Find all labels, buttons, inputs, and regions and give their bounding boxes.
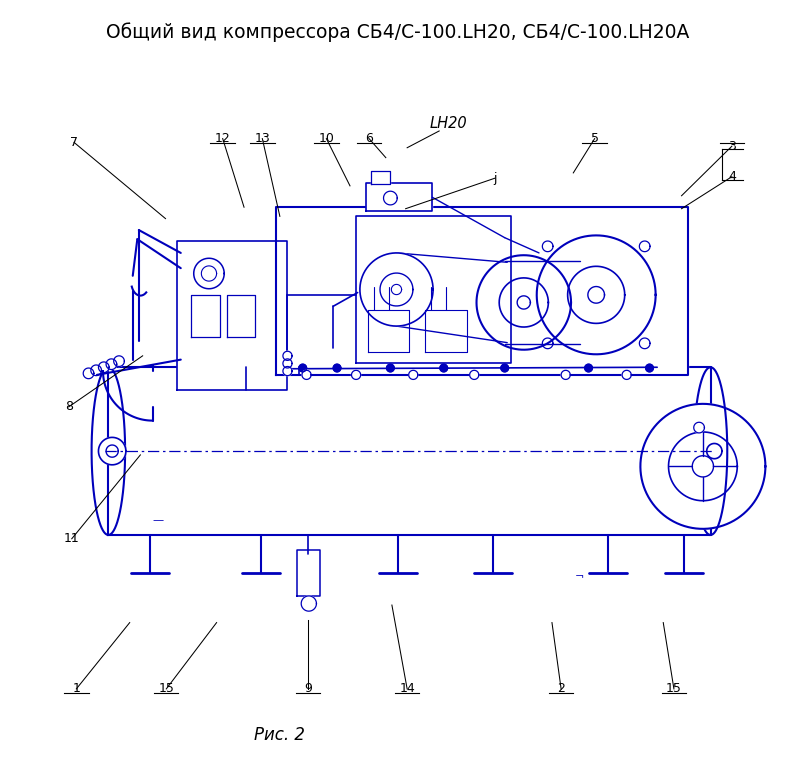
Polygon shape bbox=[283, 359, 292, 368]
Polygon shape bbox=[360, 253, 433, 326]
Polygon shape bbox=[298, 550, 320, 596]
Text: 7: 7 bbox=[70, 136, 78, 149]
Polygon shape bbox=[408, 370, 418, 379]
Text: 8: 8 bbox=[64, 400, 72, 413]
Text: 15: 15 bbox=[158, 682, 174, 695]
Text: ¬: ¬ bbox=[575, 572, 584, 582]
Text: 11: 11 bbox=[64, 532, 80, 545]
Text: 5: 5 bbox=[591, 132, 599, 145]
Polygon shape bbox=[352, 370, 361, 379]
Polygon shape bbox=[542, 241, 553, 252]
Polygon shape bbox=[537, 236, 656, 354]
Text: 10: 10 bbox=[318, 132, 334, 145]
Polygon shape bbox=[99, 362, 109, 373]
Text: 14: 14 bbox=[400, 682, 415, 695]
Polygon shape bbox=[91, 365, 102, 376]
Text: 3: 3 bbox=[728, 140, 736, 153]
Polygon shape bbox=[387, 364, 394, 372]
Polygon shape bbox=[108, 367, 711, 535]
Polygon shape bbox=[477, 256, 571, 350]
Polygon shape bbox=[384, 191, 397, 205]
Polygon shape bbox=[366, 183, 432, 211]
Text: 12: 12 bbox=[215, 132, 231, 145]
Polygon shape bbox=[622, 370, 631, 379]
Polygon shape bbox=[84, 368, 94, 379]
Polygon shape bbox=[646, 364, 654, 372]
Polygon shape bbox=[227, 295, 256, 337]
Text: 15: 15 bbox=[666, 682, 682, 695]
Polygon shape bbox=[440, 364, 447, 372]
Polygon shape bbox=[299, 364, 306, 372]
Polygon shape bbox=[707, 444, 722, 459]
Text: 6: 6 bbox=[365, 132, 373, 145]
Polygon shape bbox=[561, 370, 570, 379]
Polygon shape bbox=[283, 366, 292, 376]
Text: 2: 2 bbox=[557, 682, 565, 695]
Text: Общий вид компрессора СБ4/С-100.LH20, СБ4/С-100.LH20А: Общий вид компрессора СБ4/С-100.LH20, СБ… bbox=[107, 22, 689, 42]
Polygon shape bbox=[356, 216, 511, 363]
Text: 1: 1 bbox=[72, 682, 80, 695]
Text: 4: 4 bbox=[728, 170, 736, 183]
Text: LH20: LH20 bbox=[430, 116, 467, 131]
Polygon shape bbox=[641, 404, 766, 529]
Text: Рис. 2: Рис. 2 bbox=[255, 726, 306, 744]
Polygon shape bbox=[585, 364, 592, 372]
Text: —: — bbox=[152, 515, 163, 525]
Polygon shape bbox=[191, 295, 220, 337]
Polygon shape bbox=[639, 338, 650, 349]
Text: j: j bbox=[493, 171, 497, 184]
Polygon shape bbox=[276, 207, 688, 375]
Polygon shape bbox=[639, 241, 650, 252]
Polygon shape bbox=[371, 171, 390, 184]
Polygon shape bbox=[177, 242, 287, 390]
Polygon shape bbox=[106, 359, 117, 369]
Text: 9: 9 bbox=[304, 682, 312, 695]
Polygon shape bbox=[302, 370, 311, 379]
Polygon shape bbox=[694, 422, 704, 433]
Polygon shape bbox=[99, 438, 126, 465]
Polygon shape bbox=[334, 364, 341, 372]
Text: 13: 13 bbox=[255, 132, 270, 145]
Polygon shape bbox=[542, 338, 553, 349]
Polygon shape bbox=[114, 356, 124, 366]
Polygon shape bbox=[501, 364, 509, 372]
Polygon shape bbox=[283, 351, 292, 360]
Polygon shape bbox=[193, 259, 224, 288]
Polygon shape bbox=[470, 370, 479, 379]
Polygon shape bbox=[301, 596, 317, 611]
